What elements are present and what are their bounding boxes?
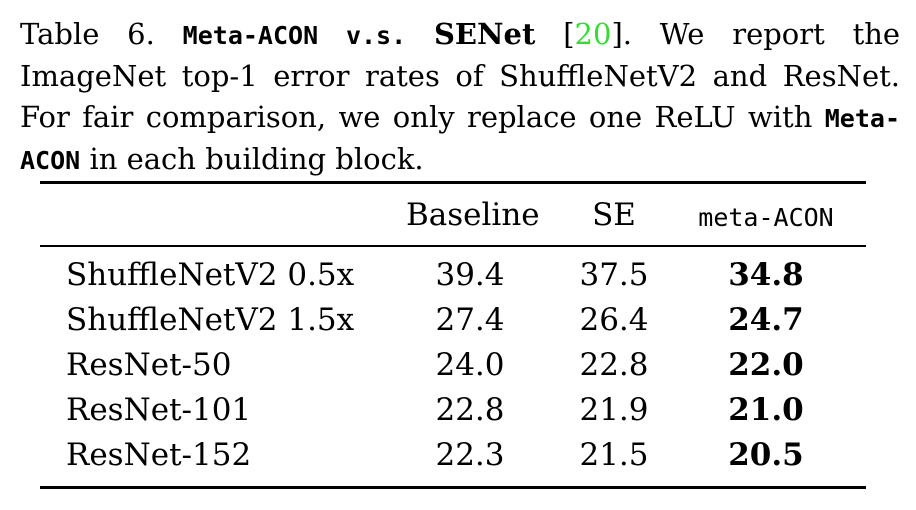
row-model: ShuffleNetV2 0.5x <box>66 257 355 293</box>
table-header-rule <box>40 245 866 247</box>
caption-label: Table 6. <box>20 17 155 51</box>
citation-open: [ <box>563 17 575 51</box>
citation-link[interactable]: 20 <box>574 17 612 51</box>
caption-text: We report the ImageNet top-1 error rates… <box>20 17 901 134</box>
row-model: ShuffleNetV2 1.5x <box>66 302 355 338</box>
caption-title-senet: SENet <box>433 17 536 51</box>
row-se: 21.5 <box>579 437 649 473</box>
caption-text-end: in each building block. <box>89 142 424 176</box>
caption-title-vs: v.s. <box>345 21 407 50</box>
row-meta-acon: 20.5 <box>728 437 804 473</box>
citation-close: ]. <box>611 17 632 51</box>
row-model: ResNet-50 <box>66 347 232 383</box>
row-se: 26.4 <box>579 302 649 338</box>
header-meta-acon: meta-ACON <box>698 203 834 232</box>
caption-title-meta-acon: Meta-ACON <box>182 21 319 50</box>
row-se: 37.5 <box>579 257 649 293</box>
header-se: SE <box>592 197 636 233</box>
row-meta-acon: 22.0 <box>728 347 804 383</box>
table-bottom-rule <box>40 486 866 489</box>
row-meta-acon: 34.8 <box>728 257 804 293</box>
row-model: ResNet-101 <box>66 392 252 428</box>
row-baseline: 22.8 <box>435 392 505 428</box>
row-meta-acon: 24.7 <box>728 302 804 338</box>
caption-meta-acon-inline: Meta-ACON <box>20 104 901 175</box>
table-caption: Table 6. Meta-ACON v.s. SENet [20]. We r… <box>20 14 900 181</box>
row-baseline: 22.3 <box>435 437 505 473</box>
row-meta-acon: 21.0 <box>728 392 804 428</box>
row-model: ResNet-152 <box>66 437 252 473</box>
header-baseline: Baseline <box>406 197 540 233</box>
row-se: 22.8 <box>579 347 649 383</box>
row-baseline: 39.4 <box>435 257 505 293</box>
table-top-rule <box>40 181 866 184</box>
row-baseline: 24.0 <box>435 347 505 383</box>
row-baseline: 27.4 <box>435 302 505 338</box>
row-se: 21.9 <box>579 392 649 428</box>
